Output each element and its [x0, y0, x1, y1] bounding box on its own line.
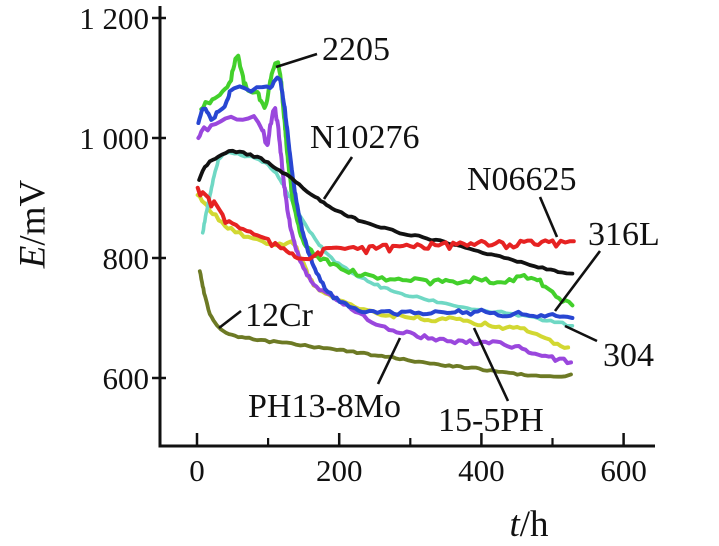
leader-line-304: [564, 324, 598, 343]
y-tick-label: 800: [103, 241, 150, 276]
y-axis-symbol: E: [12, 245, 54, 269]
leader-line-2205: [275, 52, 318, 69]
annotation-316L: 316L: [588, 216, 660, 253]
y-tick-label: 1 000: [79, 121, 149, 156]
x-tick-label: 400: [458, 453, 505, 488]
series-N06625-line: [195, 185, 576, 262]
series-316L-line: [196, 75, 575, 320]
annotation-2205: 2205: [322, 31, 390, 68]
leader-line-15-5PH: [472, 327, 510, 402]
leader-line-PH13-8Mo: [376, 337, 402, 385]
leader-line-316L: [553, 250, 602, 312]
x-tick-label: 200: [316, 453, 363, 488]
leader-line-N10276: [322, 156, 354, 200]
y-tick-label: 600: [103, 361, 150, 396]
annotation-304: 304: [603, 337, 654, 374]
annotation-N10276: N10276: [310, 119, 420, 156]
series-PH13-8Mo-line: [196, 106, 573, 366]
x-axis-symbol: t: [509, 504, 520, 545]
annotation-15-5PH: 15-5PH: [438, 402, 544, 439]
series-N10276-line: [197, 148, 575, 276]
annotation-N06625: N06625: [467, 161, 577, 198]
y-axis-unit: /mV: [12, 179, 54, 246]
y-axis-label: E/mV: [12, 180, 55, 268]
annotation-12Cr: 12Cr: [245, 297, 314, 334]
series-2205-line: [199, 53, 575, 308]
leader-line-N06625: [538, 196, 559, 238]
annotation-PH13-8Mo: PH13-8Mo: [248, 388, 401, 425]
x-tick-label: 600: [600, 453, 647, 488]
y-tick-label: 1 200: [79, 1, 149, 36]
leader-line-12Cr: [218, 309, 242, 330]
x-tick-label: 0: [189, 453, 205, 488]
series-12Cr-line: [197, 269, 573, 379]
x-axis-label: t/h: [509, 503, 548, 546]
x-axis-unit: /h: [519, 504, 549, 545]
